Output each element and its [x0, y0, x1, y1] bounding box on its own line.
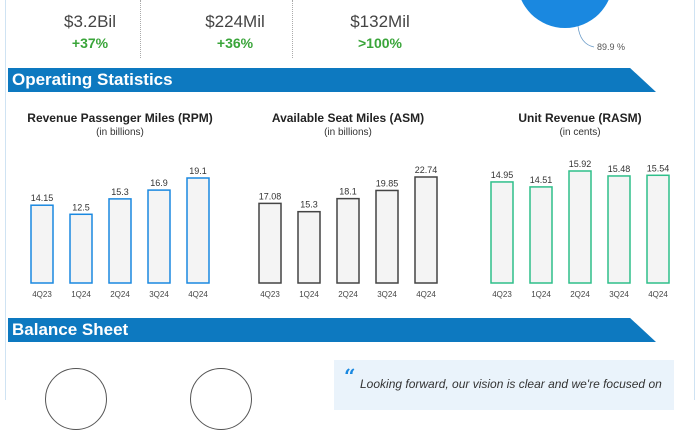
quote-text: Looking forward, our vision is clear and… — [360, 377, 662, 391]
kpi-change: >100% — [358, 35, 402, 51]
pie-label: 89.9 % — [597, 42, 626, 52]
data-label: 16.9 — [150, 178, 168, 188]
bar — [258, 202, 282, 284]
pie-leader-line — [577, 25, 595, 48]
bar-charts: 14.15 4Q23 12.5 1Q24 15.3 2Q24 16.9 3Q24 19.1 4Q2… — [30, 159, 670, 299]
page-frame — [5, 0, 695, 400]
kpi-value: $224Mil — [205, 12, 265, 31]
kpi-net-income: $132Mil >100% — [310, 12, 450, 51]
bar — [529, 186, 553, 284]
section-banner-balance: Balance Sheet — [8, 318, 656, 342]
x-tick-label: 1Q24 — [299, 290, 319, 299]
x-tick-label: 2Q24 — [110, 290, 130, 299]
bar — [375, 189, 399, 284]
data-label: 15.54 — [647, 163, 670, 173]
x-tick-label: 4Q24 — [648, 290, 668, 299]
data-label: 15.3 — [111, 187, 129, 197]
data-label: 14.15 — [31, 193, 54, 203]
x-tick-label: 1Q24 — [531, 290, 551, 299]
chart-subtitle: (in billions) — [324, 127, 372, 138]
chart-subtitle: (in billions) — [96, 127, 144, 138]
bar — [336, 197, 360, 284]
cash-icon — [45, 368, 107, 430]
x-tick-label: 3Q24 — [377, 290, 397, 299]
data-label: 15.48 — [608, 164, 631, 174]
kpi-change: +37% — [71, 35, 109, 51]
x-tick-label: 4Q23 — [492, 290, 512, 299]
divider — [292, 0, 293, 58]
quote-box: “ Looking forward, our vision is clear a… — [334, 360, 674, 410]
bar — [646, 174, 670, 284]
x-tick-label: 4Q23 — [32, 290, 52, 299]
x-tick-label: 3Q24 — [149, 290, 169, 299]
data-label: 14.51 — [530, 175, 553, 185]
x-tick-label: 2Q24 — [570, 290, 590, 299]
x-tick-label: 4Q23 — [260, 290, 280, 299]
x-tick-label: 3Q24 — [609, 290, 629, 299]
x-tick-label: 2Q24 — [338, 290, 358, 299]
chart-title: Unit Revenue (RASM) — [518, 111, 642, 125]
kpi-income: $224Mil +36% — [165, 12, 305, 51]
bar — [30, 204, 54, 284]
bar — [490, 181, 514, 284]
data-label: 15.92 — [569, 159, 592, 169]
bar — [147, 189, 171, 284]
data-label: 19.1 — [189, 166, 207, 176]
x-tick-label: 1Q24 — [71, 290, 91, 299]
bar — [607, 175, 631, 284]
kpi-change: +36% — [216, 35, 254, 51]
data-label: 15.3 — [300, 200, 318, 210]
kpi-value: $3.2Bil — [64, 12, 116, 31]
data-label: 18.1 — [339, 187, 357, 197]
bar — [186, 177, 210, 284]
chart-subtitle: (in cents) — [559, 127, 601, 138]
bar — [414, 176, 438, 284]
no-credit-card-icon — [190, 368, 252, 430]
bar — [108, 198, 132, 284]
bar — [568, 170, 592, 284]
x-tick-label: 4Q24 — [188, 290, 208, 299]
x-tick-label: 4Q24 — [416, 290, 436, 299]
section-banner-operating: Operating Statistics — [8, 68, 656, 92]
bar — [297, 210, 321, 284]
data-label: 17.08 — [259, 191, 282, 201]
quote-mark-icon: “ — [344, 364, 356, 388]
chart-title: Revenue Passenger Miles (RPM) — [27, 111, 213, 125]
data-label: 19.85 — [376, 178, 399, 188]
bar — [69, 213, 93, 284]
divider — [140, 0, 141, 58]
data-label: 14.95 — [491, 170, 514, 180]
data-label: 12.5 — [72, 202, 90, 212]
kpi-revenue: $3.2Bil +37% — [20, 12, 160, 51]
kpi-value: $132Mil — [350, 12, 410, 31]
data-label: 22.74 — [415, 165, 438, 175]
chart-title: Available Seat Miles (ASM) — [271, 111, 425, 125]
